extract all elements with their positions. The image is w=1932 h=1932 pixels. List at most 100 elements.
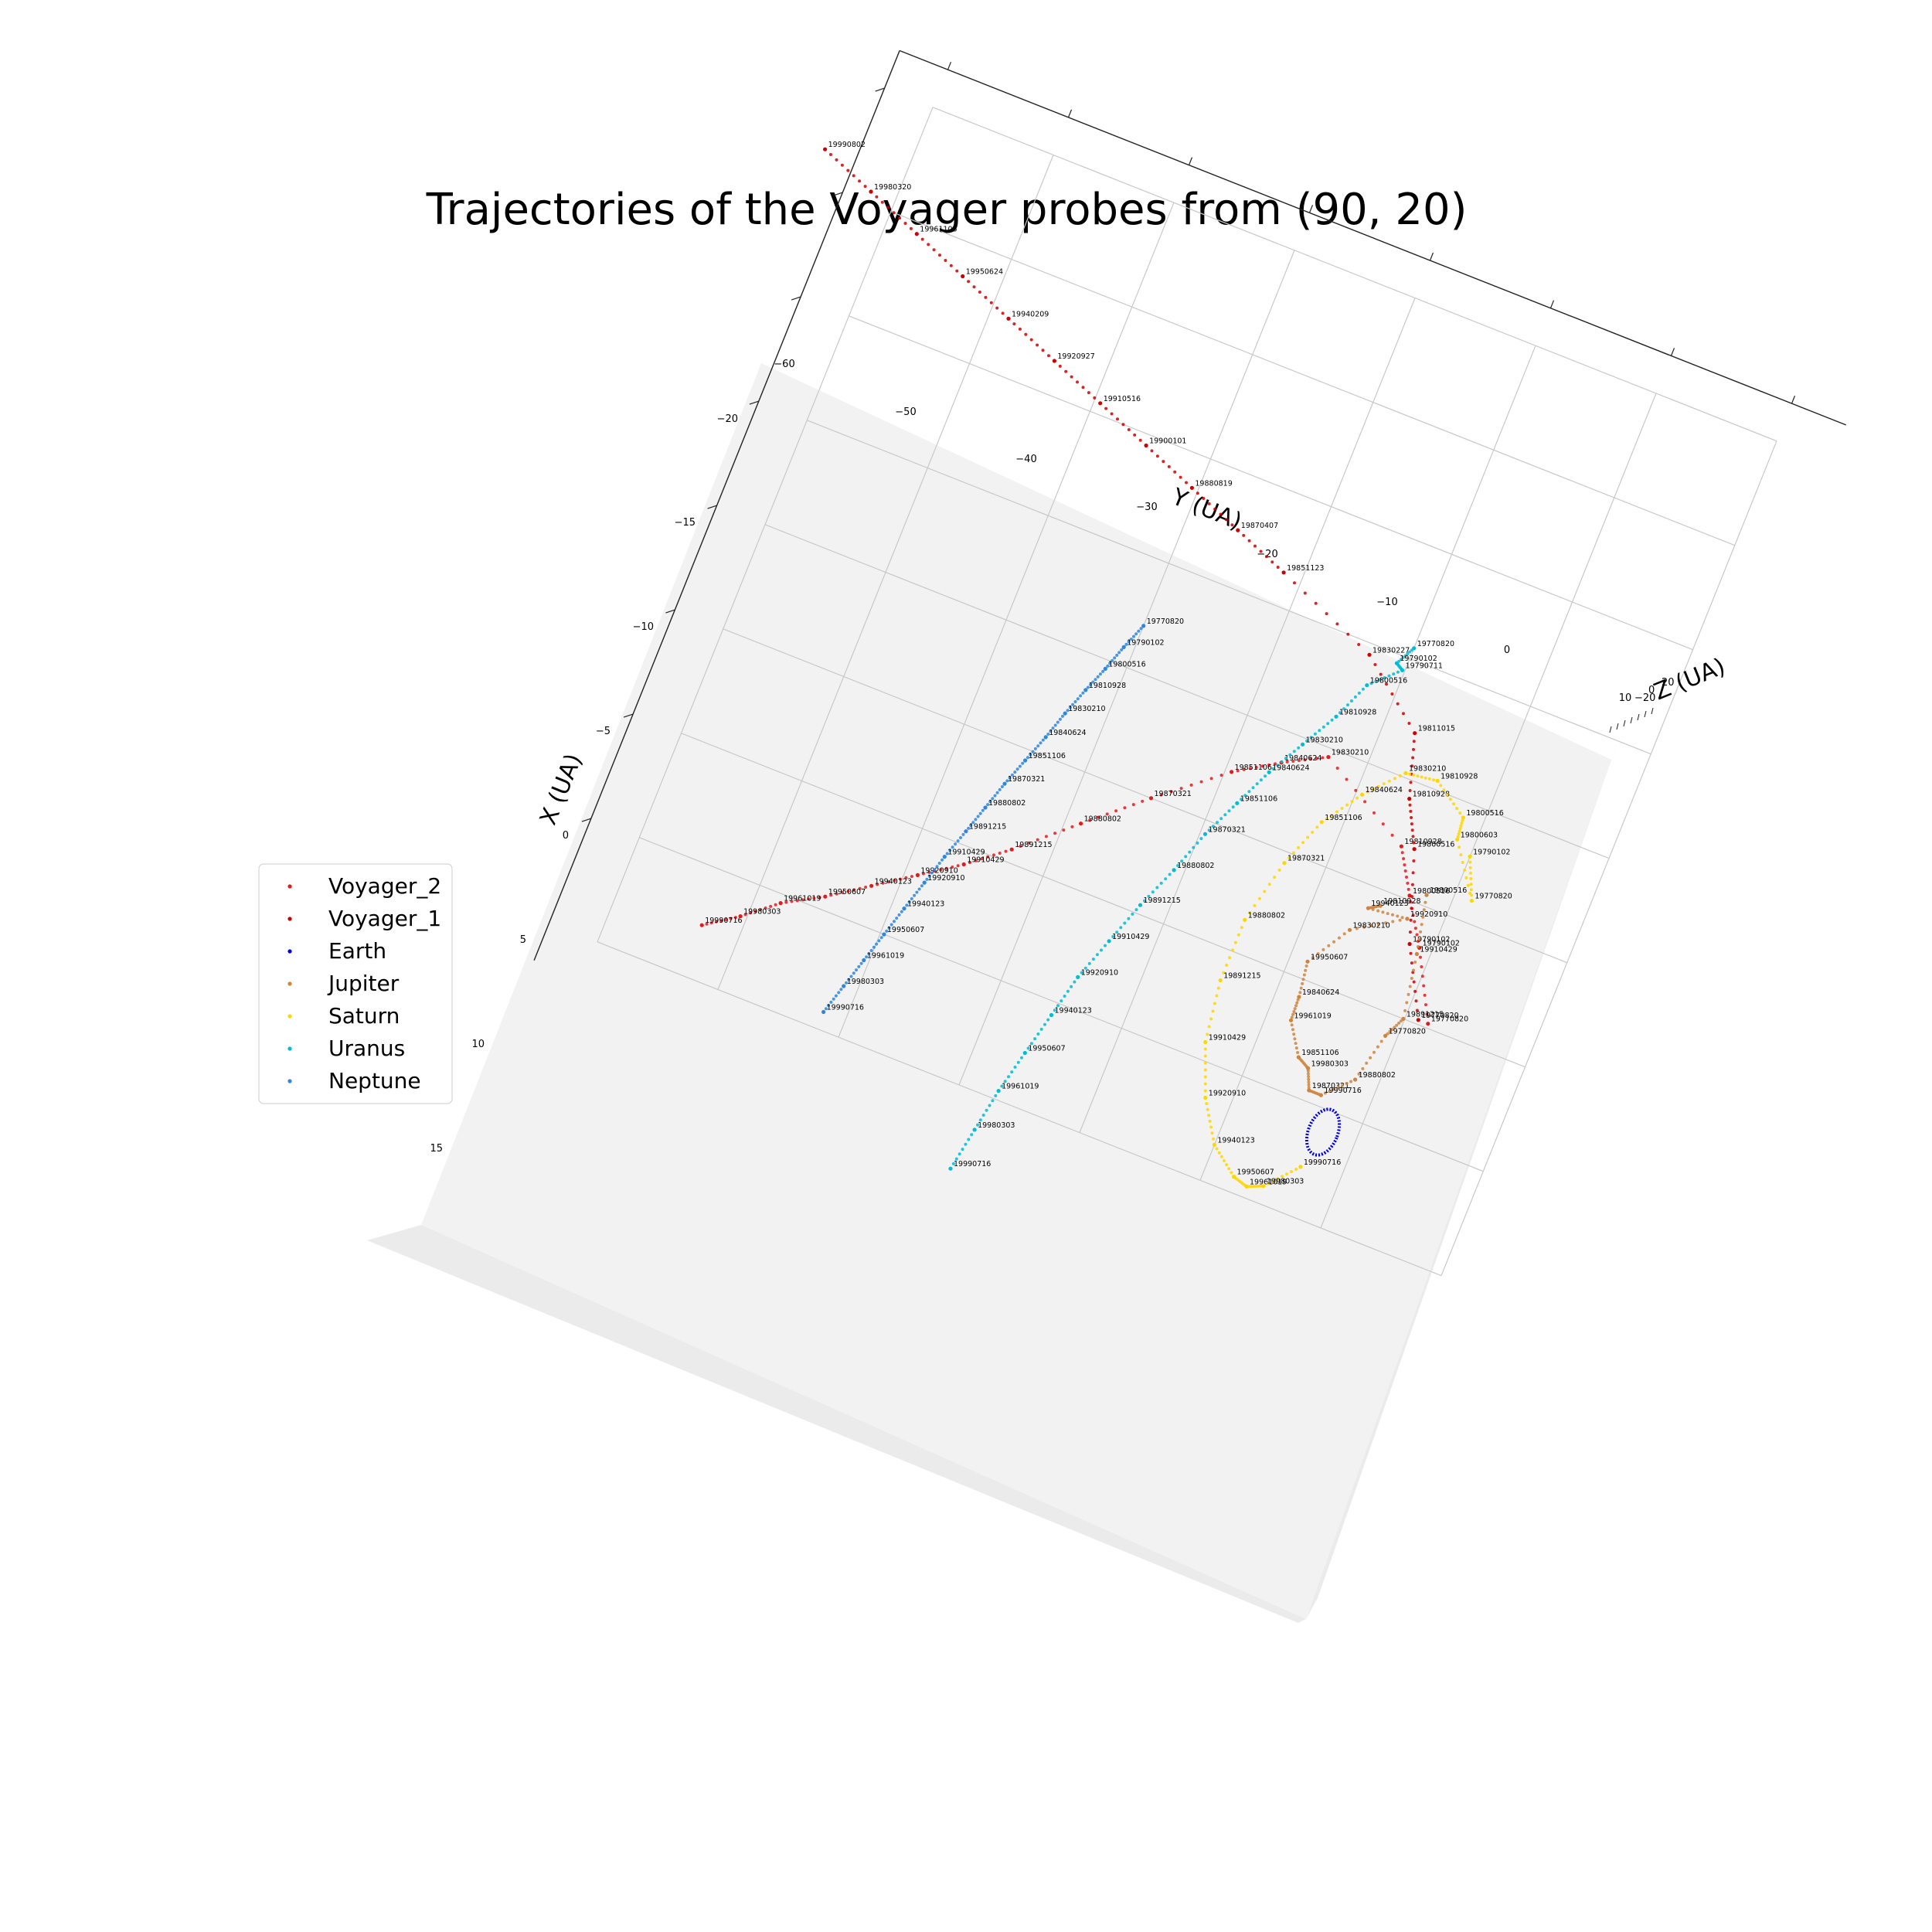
trail-dot [974, 818, 978, 821]
z-tick: −20 [1634, 692, 1655, 704]
grid-line [764, 524, 1610, 859]
trail-dot [1409, 918, 1413, 922]
trail-dot [994, 1094, 998, 1097]
trail-dot [1044, 835, 1048, 838]
date-label: 19880819 [1195, 479, 1232, 488]
trail-dot [1213, 1002, 1216, 1005]
date-label: 19940123 [1055, 1007, 1092, 1015]
trail-dot [1396, 914, 1400, 918]
date-label: 19790102 [1400, 655, 1437, 663]
data-point [1203, 1039, 1208, 1045]
trail-dot [1108, 662, 1112, 665]
trail-dot [1325, 612, 1328, 616]
trail-dot [1376, 909, 1380, 913]
trail-dot [1155, 454, 1159, 458]
trail-dot [1076, 380, 1079, 384]
data-point [1400, 668, 1405, 672]
trail-dot [1139, 627, 1143, 631]
trail-dot [1005, 779, 1009, 783]
trail-dot [1211, 1009, 1215, 1013]
trail-dot [961, 832, 965, 836]
y-tick-mark [1188, 157, 1193, 165]
trail-dot [1211, 825, 1215, 828]
trail-dot [1056, 720, 1060, 724]
trail-dot [1231, 948, 1234, 952]
trail-dot [1298, 991, 1302, 995]
date-label: 19950607 [887, 926, 924, 934]
trail-dot [1371, 907, 1375, 911]
data-point [1403, 770, 1408, 776]
trail-dot [1115, 930, 1119, 934]
trail-dot [1169, 790, 1173, 794]
date-label: 19920910 [1081, 968, 1118, 977]
trail-dot [1427, 777, 1431, 781]
legend-label: Voyager_2 [328, 873, 441, 899]
trail-dot [1276, 566, 1280, 569]
side-pane-right [1306, 738, 1619, 1619]
x-tick: 0 [563, 830, 569, 842]
data-point [1235, 801, 1240, 805]
date-label: 19790102 [1423, 939, 1460, 947]
trail-dot [743, 913, 747, 917]
trail-dot [1294, 1168, 1298, 1171]
data-point [1267, 770, 1271, 774]
y-tick-mark [1549, 300, 1555, 308]
trail-dot [989, 301, 993, 304]
x-tick-mark [665, 609, 675, 614]
trail-dot [1392, 672, 1396, 676]
trail-dot [1419, 955, 1422, 959]
date-label: 19830210 [1068, 705, 1105, 713]
trail-dot [1091, 680, 1095, 684]
trail-dot [1423, 776, 1427, 780]
trail-dot [841, 890, 845, 894]
trail-dot [1422, 908, 1426, 912]
date-label: 19840624 [1366, 786, 1403, 794]
trail-dot [998, 852, 1002, 855]
legend-entry: Voyager_1 [287, 906, 441, 931]
grid-line [723, 628, 1568, 964]
date-label: 19910429 [967, 856, 1004, 865]
trail-dot [1355, 927, 1359, 930]
trail-dot [1391, 920, 1395, 923]
trail-dot [1110, 412, 1114, 416]
trail-dot [1277, 868, 1281, 872]
trail-dot [1138, 438, 1142, 442]
data-point [1236, 528, 1240, 532]
trail-dot [801, 898, 804, 902]
trail-dot [863, 185, 867, 189]
trail-dot [930, 871, 934, 875]
trail-dot [1306, 1069, 1310, 1073]
trail-dot [1131, 912, 1134, 916]
trail-dot [1309, 736, 1313, 740]
trail-dot [1104, 944, 1107, 947]
date-label: 19891215 [1015, 841, 1052, 849]
date-label: 19920910 [1410, 910, 1447, 919]
trail-dot [1363, 800, 1367, 804]
trail-dot [1291, 1028, 1294, 1032]
axis-ticks: −60 −50 −40 −30 −20 −10 0 10 −20 −15 −10… [430, 359, 1674, 1155]
trail-dot [1240, 798, 1243, 801]
trail-dot [1338, 711, 1342, 715]
date-label: 19870321 [1008, 775, 1045, 784]
trail-dot [1346, 632, 1350, 636]
trail-dot [1335, 810, 1338, 814]
date-label: 19990716 [705, 917, 742, 925]
trail-dot [967, 280, 971, 284]
trail-dot [893, 879, 896, 883]
series-saturn: 1979010219770820198006031980051619810928… [1203, 764, 1512, 1189]
trail-dot [1049, 730, 1053, 733]
x-tick-mark [581, 818, 592, 822]
trail-dot [790, 900, 794, 903]
data-point [1399, 844, 1403, 849]
data-point [1366, 906, 1370, 910]
trail-dot [1164, 877, 1168, 881]
trail-dot [1207, 1114, 1211, 1117]
trail-dot [1168, 872, 1172, 876]
side-pane-bottom [367, 1225, 1306, 1623]
trail-dot [1349, 699, 1353, 702]
trail-dot [1290, 1170, 1293, 1174]
trail-dot [1228, 956, 1231, 960]
trail-dot [1036, 343, 1039, 347]
data-point [996, 1089, 1001, 1094]
trail-dot [998, 787, 1002, 791]
